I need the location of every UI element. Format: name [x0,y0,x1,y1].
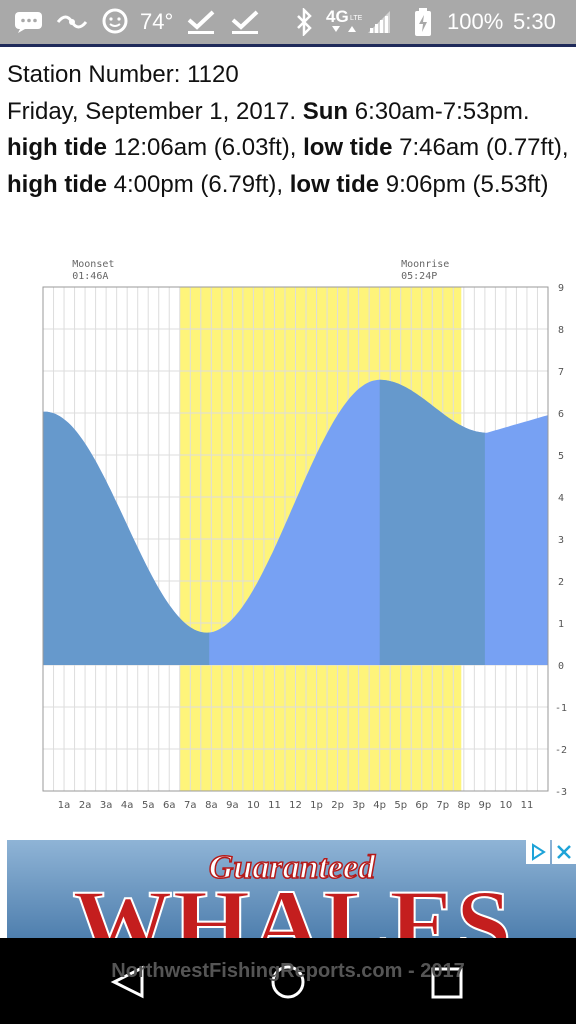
y-tick-label: 9 [558,283,564,294]
moonrise-label: Moonrise [401,259,449,270]
y-tick-label: -2 [555,745,567,756]
clock: 5:30 [513,9,556,34]
back-icon[interactable] [108,964,148,1005]
x-tick-label: 11 [521,800,534,811]
y-tick-label: 5 [558,451,564,462]
battery-percent: 100% [447,9,504,34]
x-tick-label: 7p [436,800,449,811]
tide-area-dark [379,379,485,665]
close-icon[interactable] [552,840,576,864]
sun-label: Sun [302,97,349,125]
tide-label: high tide [7,134,107,161]
y-tick-label: 7 [558,367,564,378]
recents-icon[interactable] [430,966,464,1005]
plot-border [42,286,549,792]
x-tick-label: 7a [184,800,197,811]
x-tick-label: 5p [394,800,407,811]
x-tick-label: 4a [121,800,134,811]
x-tick-label: 11 [268,800,281,811]
x-tick-label: 3a [100,800,113,811]
tide-area-dark [43,411,210,665]
y-tick-label: 0 [558,661,564,672]
temperature: 74° [140,9,174,34]
y-tick-label: -3 [555,787,567,798]
x-tick-label: 2a [79,800,92,811]
x-tick-label: 8a [205,800,218,811]
tide-value: 9:06pm (5.53ft) [385,170,549,198]
tide-chart: 9 8 7 6 5 4 3 2 1 0 -1 -2 -3 1a 2a 3a 4a 5a 6a 7a 8a 9a 10 11 12… [0,253,576,818]
y-tick-label: -1 [555,703,567,714]
y-tick-label: 6 [558,409,564,420]
y-tick-label: 8 [558,325,564,336]
x-tick-label: 1a [58,800,71,811]
navigation-bar [0,938,576,1024]
moonset-label: Moonset [72,259,114,270]
x-tick-label: 8p [457,800,470,811]
home-icon[interactable] [270,964,306,1005]
waze-face-icon [100,0,130,44]
y-tick-label: 2 [558,577,564,588]
y-tick-label: 3 [558,535,564,546]
adchoices-icon[interactable] [526,840,550,864]
ad-big-word: WHALES [72,869,511,938]
waze-icon [56,0,88,44]
moonset-time: 01:46A [72,271,108,282]
tide-value: 7:46am (0.77ft), [399,134,569,161]
y-tick-label: 4 [558,493,564,504]
x-tick-label: 1p [310,800,323,811]
tide-label: high tide [7,170,107,198]
date-text: Friday, September 1, 2017. [7,97,297,125]
status-divider [0,44,576,47]
tide-value: 12:06am (6.03ft), [113,134,297,161]
check-icon [186,0,216,44]
svg-text:4G: 4G [326,7,349,26]
x-tick-label: 6p [415,800,428,811]
tide-value: 4:00pm (6.79ft), [113,170,284,198]
advertisement[interactable]: Guaranteed WHALES [7,840,576,938]
tide-label: low tide [289,170,380,198]
x-tick-label: 3p [352,800,365,811]
x-tick-label: 4p [373,800,386,811]
station-number: Station Number: 1120 [7,61,239,88]
tide-label: low tide [303,134,393,161]
x-tick-label: 2p [331,800,344,811]
x-tick-label: 6a [163,800,176,811]
check-icon [230,0,260,44]
x-tick-label: 9a [226,800,239,811]
x-tick-label: 10 [247,800,260,811]
svg-text:LTE: LTE [350,15,363,22]
moonrise-time: 05:24P [401,271,437,282]
status-bar: 74° 4G LTE 100% 5:30 [0,0,576,44]
messages-icon [14,0,44,44]
x-tick-label: 12 [289,800,302,811]
network-type: 4G LTE [326,0,366,44]
sun-times: 6:30am-7:53pm. [354,97,530,125]
footer-watermark: NorthwestFishingReports.com - 2017 [111,960,465,982]
x-tick-label: 5a [142,800,155,811]
x-tick-label: 9p [479,800,492,811]
tide-info: Station Number: 1120 Friday, September 1… [7,57,573,203]
battery-charging-icon [414,0,432,44]
x-tick-label: 10 [500,800,513,811]
signal-icon [366,0,392,44]
ad-headline: Guaranteed [209,849,376,886]
y-tick-label: 1 [558,619,564,630]
bluetooth-icon [294,0,314,44]
